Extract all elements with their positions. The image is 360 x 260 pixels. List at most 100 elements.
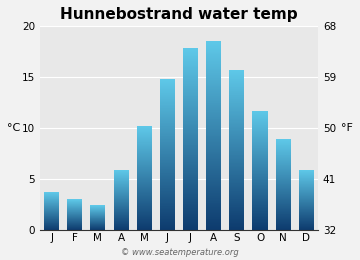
Bar (206, 47, 221, 48)
Bar (229, 141, 244, 142)
Bar (252, 207, 267, 208)
Bar (183, 58, 198, 59)
Text: © www.seatemperature.org: © www.seatemperature.org (121, 248, 239, 257)
Bar (160, 128, 175, 129)
Bar (206, 191, 221, 192)
Bar (206, 55, 221, 56)
Bar (229, 225, 244, 226)
Bar (113, 178, 129, 179)
Bar (206, 202, 221, 203)
Bar (183, 116, 198, 117)
Bar (229, 116, 244, 117)
Bar (276, 189, 291, 190)
Bar (160, 174, 175, 175)
Bar (206, 138, 221, 139)
Bar (160, 214, 175, 215)
Bar (160, 140, 175, 141)
Bar (229, 102, 244, 103)
Bar (206, 196, 221, 197)
Bar (160, 118, 175, 119)
Bar (206, 118, 221, 119)
Bar (206, 81, 221, 82)
Bar (276, 206, 291, 207)
Bar (183, 114, 198, 115)
Bar (299, 208, 314, 209)
Bar (206, 126, 221, 127)
Bar (160, 225, 175, 226)
Bar (252, 185, 267, 186)
Bar (276, 173, 291, 174)
Bar (206, 83, 221, 84)
Bar (299, 215, 314, 216)
Bar (137, 192, 152, 193)
Bar (229, 193, 244, 194)
Bar (137, 206, 152, 207)
Bar (299, 206, 314, 207)
Bar (252, 202, 267, 203)
Bar (183, 225, 198, 226)
Bar (229, 154, 244, 155)
Bar (160, 84, 175, 85)
Bar (160, 159, 175, 160)
Bar (252, 226, 267, 227)
Bar (160, 183, 175, 184)
Bar (113, 201, 129, 202)
Bar (183, 149, 198, 150)
Bar (137, 171, 152, 172)
Bar (299, 217, 314, 218)
Bar (252, 138, 267, 139)
Bar (206, 221, 221, 222)
Bar (137, 202, 152, 203)
Bar (183, 49, 198, 50)
Bar (183, 88, 198, 89)
Bar (183, 118, 198, 119)
Bar (137, 217, 152, 218)
Bar (229, 227, 244, 228)
Bar (276, 142, 291, 143)
Bar (113, 175, 129, 176)
Bar (206, 227, 221, 228)
Bar (206, 151, 221, 152)
Bar (276, 224, 291, 225)
Bar (137, 225, 152, 226)
Bar (229, 119, 244, 120)
Bar (299, 223, 314, 224)
Bar (183, 201, 198, 202)
Bar (183, 72, 198, 73)
Bar (276, 218, 291, 219)
Bar (206, 218, 221, 219)
Bar (229, 150, 244, 151)
Bar (206, 82, 221, 83)
Bar (299, 226, 314, 227)
Bar (183, 159, 198, 160)
Bar (229, 111, 244, 112)
Bar (299, 190, 314, 191)
Bar (206, 175, 221, 176)
Bar (137, 160, 152, 161)
Bar (229, 88, 244, 89)
Bar (183, 79, 198, 80)
Bar (229, 121, 244, 122)
Bar (206, 48, 221, 49)
Bar (206, 209, 221, 210)
Bar (160, 122, 175, 123)
Bar (160, 154, 175, 155)
Bar (206, 90, 221, 91)
Bar (160, 170, 175, 171)
Bar (206, 132, 221, 133)
Bar (229, 189, 244, 190)
Bar (183, 108, 198, 109)
Bar (229, 97, 244, 98)
Bar (206, 79, 221, 80)
Bar (183, 226, 198, 227)
Bar (229, 155, 244, 156)
Bar (183, 68, 198, 69)
Bar (206, 182, 221, 183)
Bar (137, 163, 152, 164)
Bar (137, 178, 152, 179)
Bar (252, 162, 267, 163)
Bar (299, 176, 314, 177)
Bar (206, 91, 221, 92)
Bar (206, 205, 221, 206)
Bar (229, 110, 244, 111)
